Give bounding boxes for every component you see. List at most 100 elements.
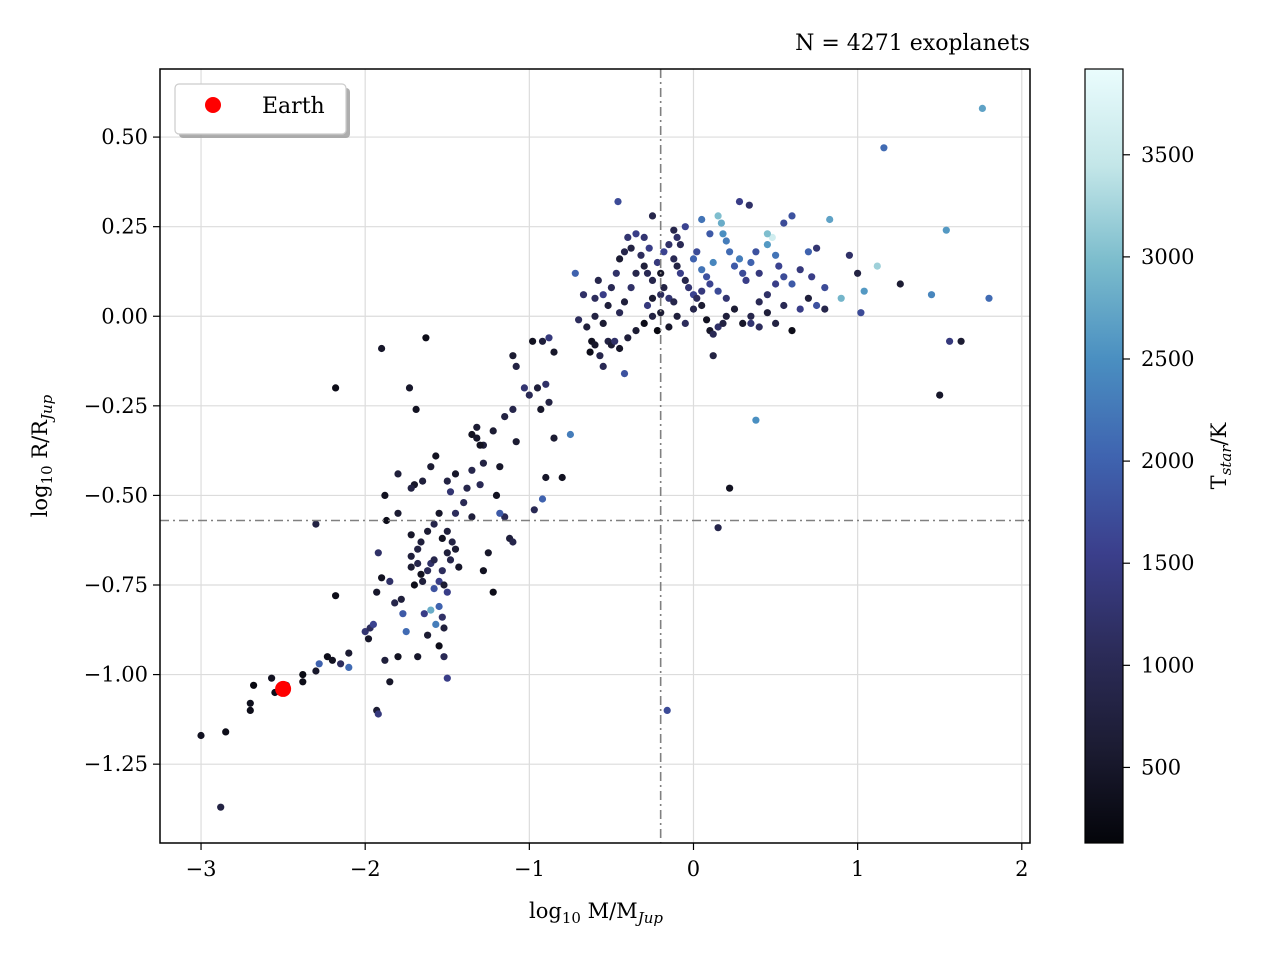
data-point-237: [860, 287, 868, 295]
data-point-212: [722, 237, 730, 245]
data-point-129: [394, 470, 402, 478]
data-point-114: [537, 405, 545, 413]
data-point-142: [596, 352, 604, 360]
data-point-210: [714, 212, 722, 220]
data-point-240: [896, 280, 904, 288]
data-points: [197, 104, 993, 811]
chart-title: N = 4271 exoplanets: [795, 31, 1030, 56]
data-point-80: [451, 470, 460, 478]
data-point-75: [460, 499, 468, 507]
svg-text:Tstar/K: Tstar/K: [1207, 422, 1235, 489]
data-point-122: [550, 348, 558, 356]
data-point-263: [645, 244, 653, 252]
data-point-7: [268, 674, 276, 682]
data-point-155: [665, 323, 673, 331]
data-point-181: [594, 276, 602, 284]
x-tick-label-0: −3: [186, 857, 217, 881]
data-point-256: [763, 230, 772, 238]
data-point-276: [632, 269, 640, 277]
data-point-273: [698, 287, 706, 295]
data-point-124: [542, 473, 550, 482]
data-point-25: [386, 678, 394, 686]
data-point-26: [394, 653, 402, 661]
data-point-232: [826, 215, 834, 224]
y-tick-label-4: −0.25: [84, 394, 148, 418]
data-point-42: [419, 577, 427, 586]
y-tick-label-7: 0.50: [101, 125, 148, 149]
data-point-120: [538, 337, 547, 345]
data-point-132: [378, 344, 386, 353]
data-point-77: [468, 513, 476, 521]
data-point-239: [880, 144, 888, 152]
data-point-285: [780, 273, 788, 281]
data-point-244: [946, 337, 954, 345]
data-point-146: [611, 337, 619, 345]
data-point-31: [386, 577, 394, 586]
data-point-274: [714, 287, 722, 295]
data-point-17: [345, 663, 353, 672]
data-point-15: [337, 660, 345, 668]
data-point-178: [709, 352, 717, 360]
data-point-89: [374, 549, 382, 557]
colorbar-tick-label-6: 3500: [1141, 143, 1194, 167]
data-point-81: [432, 452, 440, 460]
data-point-74: [451, 509, 460, 517]
data-point-108: [501, 413, 509, 421]
data-point-283: [763, 291, 772, 299]
data-point-76: [463, 484, 471, 492]
data-point-121: [545, 334, 553, 342]
data-point-103: [473, 434, 481, 442]
x-tick-label-1: −2: [350, 857, 381, 881]
data-point-253: [714, 524, 722, 532]
legend-marker-earth: [205, 97, 221, 113]
colorbar: 500 1000 1500 2000 2500 3000 3500 Tstar/K: [1084, 68, 1235, 844]
data-point-234: [845, 251, 854, 259]
data-point-258: [673, 233, 681, 241]
data-point-202: [681, 276, 689, 284]
data-point-60: [443, 674, 451, 682]
reference-lines: [160, 69, 1030, 843]
data-point-211: [717, 219, 726, 227]
data-point-54: [420, 610, 428, 618]
data-point-279: [616, 309, 624, 317]
colorbar-label: Tstar/K: [1207, 422, 1235, 489]
data-point-68: [448, 538, 456, 546]
data-point-88: [382, 516, 391, 525]
data-point-125: [550, 434, 558, 442]
data-point-207: [703, 273, 711, 281]
data-point-20: [369, 620, 377, 629]
data-point-92: [484, 549, 492, 557]
data-point-217: [742, 276, 750, 284]
data-point-65: [435, 509, 443, 517]
x-tick-label-5: 2: [1015, 857, 1028, 881]
data-point-179: [747, 319, 755, 327]
data-point-280: [643, 301, 652, 310]
data-point-101: [489, 427, 497, 435]
data-point-86: [394, 509, 402, 517]
data-point-190: [632, 230, 640, 238]
data-point-282: [755, 298, 763, 306]
data-point-45: [430, 556, 438, 564]
y-axis-label: log10 R/RJup: [28, 394, 56, 517]
data-point-186: [616, 255, 624, 263]
data-point-110: [512, 438, 520, 446]
data-point-128: [538, 495, 547, 503]
x-axis-label: log10 M/MJup: [529, 899, 663, 927]
data-point-252: [752, 416, 760, 424]
data-point-72: [443, 549, 451, 557]
data-point-189: [627, 244, 635, 252]
data-point-127: [566, 430, 575, 439]
data-point-34: [332, 592, 340, 600]
colorbar-tick-label-3: 2000: [1141, 449, 1194, 473]
data-point-205: [693, 248, 701, 256]
data-point-24: [381, 656, 389, 664]
data-point-175: [804, 294, 813, 302]
data-point-63: [424, 527, 432, 535]
data-point-277: [627, 284, 635, 292]
data-point-33: [373, 588, 381, 596]
colorbar-tick-label-0: 500: [1141, 755, 1181, 779]
data-point-73: [438, 567, 446, 575]
data-point-241: [927, 291, 936, 299]
data-point-133: [332, 384, 340, 392]
data-point-96: [509, 538, 517, 546]
